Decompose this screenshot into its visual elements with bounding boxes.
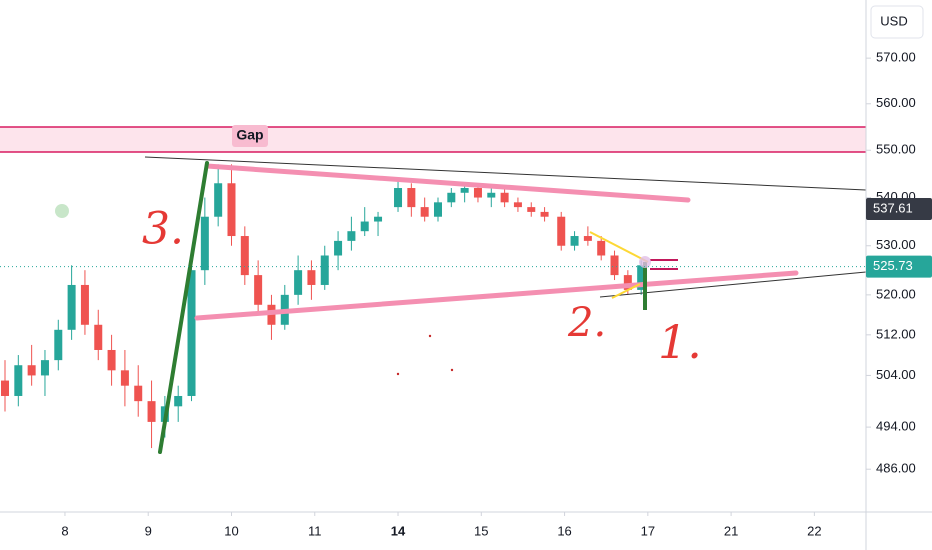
- green-line: [158, 161, 209, 454]
- candle-body: [473, 188, 482, 198]
- candle-body: [637, 265, 646, 290]
- last-price-tag: [866, 255, 932, 278]
- candle-body: [227, 183, 236, 237]
- candle-body: [540, 211, 549, 217]
- candle-body: [214, 183, 223, 217]
- y-tick-label: 512.00: [876, 326, 916, 341]
- marker-price-label: 537.61: [873, 200, 913, 215]
- x-tick-label: 10: [224, 523, 238, 538]
- candle-body: [557, 216, 566, 246]
- marker-price-tag: [866, 197, 932, 220]
- gap-zone: [0, 127, 866, 152]
- pink-line: [204, 163, 691, 203]
- dot: [450, 368, 454, 372]
- yellow-line: [589, 231, 649, 263]
- candle-body: [583, 236, 592, 241]
- candle-body: [94, 324, 103, 350]
- marker: [639, 256, 651, 268]
- candle-body: [120, 370, 129, 386]
- handwritten-label: 2.: [567, 300, 606, 346]
- last-price-label: 525.73: [873, 258, 913, 273]
- y-tick-label: 504.00: [876, 367, 916, 382]
- candle-body: [67, 284, 76, 330]
- handwritten-label: 1.: [658, 315, 702, 369]
- currency-button[interactable]: [870, 5, 924, 39]
- x-tick-label: 16: [557, 523, 571, 538]
- gap-label: Gap: [236, 127, 263, 143]
- x-tick-label: 14: [391, 523, 406, 538]
- candle-body: [187, 270, 196, 396]
- candle-body: [433, 202, 442, 217]
- x-tick-label: 22: [807, 523, 821, 538]
- candle-body: [447, 192, 456, 203]
- candles: [0, 164, 646, 449]
- candle-body: [40, 360, 49, 376]
- yellow-line: [611, 283, 641, 299]
- pink-line: [194, 270, 799, 321]
- candle-body: [347, 231, 356, 241]
- marker: [55, 204, 69, 218]
- candle-body: [174, 395, 183, 407]
- candle-body: [407, 188, 416, 208]
- candle-body: [134, 385, 143, 402]
- candle-body: [487, 192, 496, 198]
- candle-body: [80, 284, 89, 325]
- trend-line: [144, 156, 867, 191]
- x-tick-label: 8: [61, 523, 68, 538]
- candle-body: [360, 221, 369, 232]
- candle-body: [394, 188, 403, 208]
- dot: [428, 334, 432, 338]
- x-tick-label: 15: [474, 523, 488, 538]
- candle-body: [420, 207, 429, 217]
- candle-body: [597, 240, 606, 256]
- candle-body: [54, 329, 63, 361]
- candle-body: [513, 202, 522, 208]
- candle-body: [307, 270, 316, 285]
- candle-body: [610, 255, 619, 276]
- y-tick-label: 560.00: [876, 95, 916, 110]
- currency[interactable]: USD: [880, 13, 907, 28]
- candle-body: [460, 188, 469, 193]
- candle-body: [107, 349, 116, 371]
- candle-body: [500, 192, 509, 203]
- candle-body: [570, 236, 579, 246]
- dot: [396, 372, 400, 376]
- candle-body: [200, 216, 209, 271]
- candle-body: [14, 365, 23, 396]
- x-tick-label: 9: [145, 523, 152, 538]
- y-tick-label: 530.00: [876, 237, 916, 252]
- gap-label-box: [232, 125, 268, 147]
- y-tick-label: 550.00: [876, 142, 916, 157]
- candle-body: [0, 380, 9, 396]
- y-tick-label: 570.00: [876, 50, 916, 65]
- candle-body: [527, 207, 536, 212]
- x-tick-label: 17: [641, 523, 655, 538]
- candle-body: [27, 365, 36, 376]
- candle-body: [294, 270, 303, 295]
- y-tick-label: 486.00: [876, 461, 916, 476]
- candle-body: [147, 401, 156, 422]
- y-tick-label: 520.00: [876, 286, 916, 301]
- handwritten-label: 3.: [142, 204, 184, 255]
- candle-body: [240, 236, 249, 276]
- candle-body: [254, 275, 263, 305]
- candle-body: [623, 275, 632, 290]
- candle-body: [374, 216, 383, 222]
- x-tick-label: 11: [308, 523, 322, 538]
- y-tick-label: 494.00: [876, 419, 916, 434]
- candle-body: [334, 240, 343, 256]
- x-tick-label: 21: [724, 523, 738, 538]
- candle-body: [320, 255, 329, 285]
